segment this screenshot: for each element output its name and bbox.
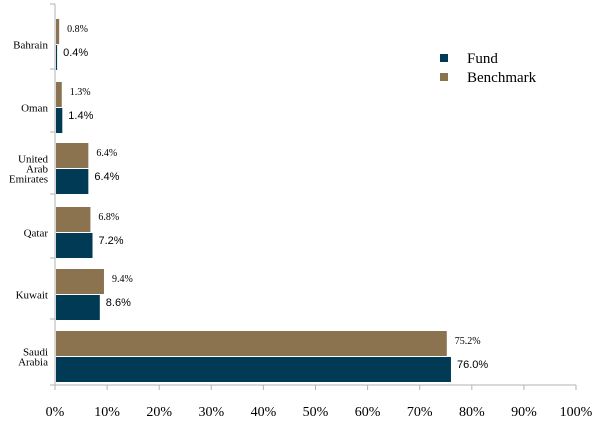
bar-fund [56,295,100,320]
x-tick-label: 40% [251,405,277,420]
data-label-benchmark: 1.3% [70,87,91,98]
bar-benchmark [56,82,62,107]
x-tick-label: 100% [560,405,593,420]
data-label-fund: 6.4% [94,171,119,183]
bar-benchmark [56,207,91,232]
category-label: Oman [21,103,48,115]
bar-fund [56,169,89,194]
data-label-fund: 76.0% [457,359,488,371]
data-label-benchmark: 75.2% [455,336,481,347]
data-label-fund: 7.2% [99,235,124,247]
chart-bars [56,19,451,382]
category-label: Saudi Arabia [18,347,48,369]
category-label: United Arab Emirates [9,154,49,186]
bar-fund [56,233,93,258]
legend-item-benchmark: Benchmark [467,70,537,86]
x-tick-label: 90% [511,405,537,420]
chart-legend: Fund Benchmark [440,51,537,86]
bar-fund [56,357,451,382]
x-tick-label: 30% [198,405,224,420]
category-label: Kuwait [16,290,48,302]
bar-benchmark [56,143,89,168]
data-label-benchmark: 0.8% [67,24,88,35]
bar-fund [56,108,63,133]
legend-swatch [440,54,448,62]
category-label: Bahrain [13,40,48,52]
chart-category-labels: Bahrain Oman United Arab Emirates Qatar Kuwait… [9,40,49,369]
legend-item-fund: Fund [467,51,498,67]
data-label-fund: 8.6% [106,297,131,309]
data-label-benchmark: 6.8% [98,212,119,223]
x-tick-label: 70% [407,405,433,420]
x-tick-label: 80% [459,405,485,420]
x-tick-label: 0% [46,405,65,420]
bar-benchmark [56,19,60,44]
chart-axes [50,3,577,390]
legend-swatch [440,73,448,81]
x-tick-label: 60% [355,405,381,420]
bar-benchmark [56,269,104,294]
x-tick-label: 50% [303,405,329,420]
category-label: Qatar [24,228,49,240]
x-tick-label: 20% [146,405,172,420]
bar-fund [56,45,58,70]
data-label-benchmark: 9.4% [112,274,133,285]
bar-benchmark [56,331,447,356]
data-label-benchmark: 6.4% [96,148,117,159]
chart-tick-labels: 0% 10% 20% 30% 40% 50% 60% 70% 80% 90% 100% [46,405,593,420]
chart-value-labels: 0.8% 0.4% 1.3% 1.4% 6.4% 6.4% 6.8% 7.2% 9.4% 8.6%… [63,24,488,371]
x-tick-label: 10% [94,405,120,420]
data-label-fund: 0.4% [63,47,88,59]
data-label-fund: 1.4% [68,110,93,122]
